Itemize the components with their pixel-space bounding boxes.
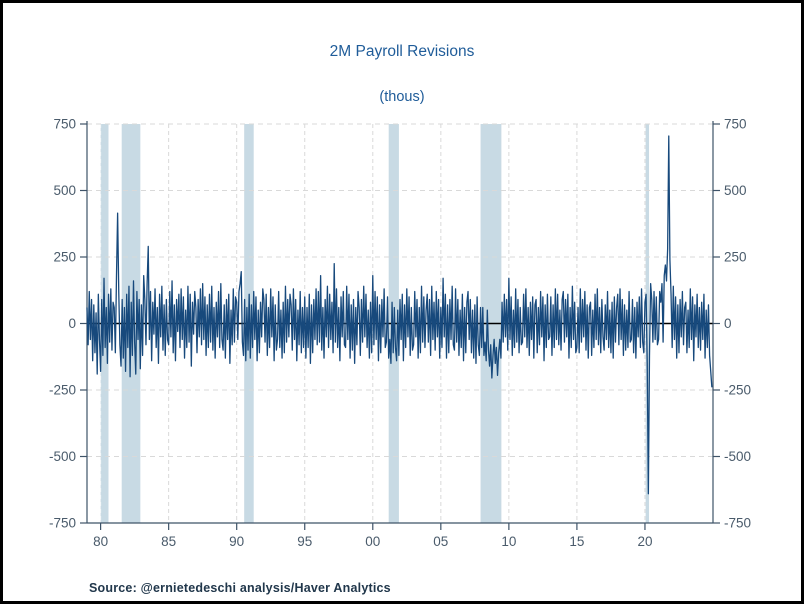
left-y-tick-label: -500 (49, 449, 76, 464)
right-y-tick-label: -500 (724, 449, 751, 464)
right-y-tick-label: 0 (724, 316, 732, 331)
x-tick-label: 20 (637, 534, 652, 549)
left-y-tick-label: 500 (53, 183, 76, 198)
left-y-tick-label: 750 (53, 117, 76, 132)
revisions-line (86, 135, 713, 495)
source-note: Source: @ernietedeschi analysis/Haver An… (89, 581, 391, 595)
right-y-tick-label: 500 (724, 183, 747, 198)
right-y-tick-label: 250 (724, 250, 747, 265)
left-y-tick-label: -250 (49, 383, 76, 398)
x-tick-label: 15 (569, 534, 584, 549)
chart-subtitle: (thous) (379, 89, 425, 105)
left-y-tick-label: 250 (53, 250, 76, 265)
x-tick-label: 95 (297, 534, 312, 549)
x-tick-label: 05 (433, 534, 448, 549)
right-y-tick-label: -250 (724, 383, 751, 398)
x-tick-label: 90 (229, 534, 244, 549)
x-tick-label: 80 (93, 534, 108, 549)
x-tick-label: 85 (161, 534, 176, 549)
chart-title: 2M Payroll Revisions (329, 43, 475, 60)
x-tick-label: 00 (365, 534, 380, 549)
right-y-tick-label: 750 (724, 117, 747, 132)
x-tick-label: 10 (501, 534, 516, 549)
right-y-tick-label: -750 (724, 516, 751, 531)
left-y-tick-label: 0 (68, 316, 76, 331)
left-y-tick-label: -750 (49, 516, 76, 531)
